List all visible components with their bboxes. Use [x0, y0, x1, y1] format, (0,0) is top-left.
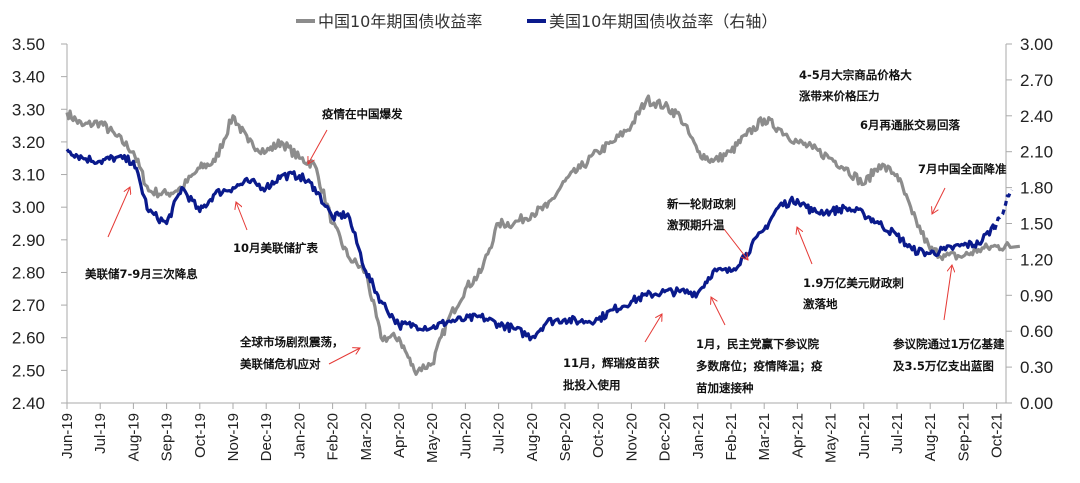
annotation: 11月，辉瑞疫苗获 — [563, 356, 660, 370]
x-tick-label: Nov-20 — [623, 413, 640, 461]
x-tick-label: Oct-19 — [192, 413, 209, 458]
right-tick-label: 2.40 — [1020, 107, 1053, 126]
series-line-china — [65, 94, 1021, 376]
right-tick-label: 0.90 — [1020, 286, 1053, 305]
legend-label-us: 美国10年期国债收益率（右轴） — [549, 12, 777, 31]
left-tick-label: 3.40 — [12, 68, 45, 87]
x-tick-label: Sep-20 — [557, 413, 574, 461]
annotation: 10月美联储扩表 — [233, 241, 319, 255]
annotations: 美联储7-9月三次降息 10月美联储扩表 疫情在中国爆发 全球市场剧烈震荡， 美… — [85, 68, 1007, 395]
annotation: 7月中国全面降准 — [918, 162, 1007, 176]
right-tick-label: 1.50 — [1020, 215, 1053, 234]
x-tick-label: Sep-21 — [955, 413, 972, 461]
left-tick-label: 3.50 — [12, 35, 45, 54]
annotation: 苗加速接种 — [696, 381, 754, 395]
legend-label-china: 中国10年期国债收益率 — [318, 12, 482, 31]
annotation: 疫情在中国爆发 — [322, 107, 403, 121]
x-tick-label: Oct-20 — [590, 413, 607, 458]
left-tick-label: 3.30 — [12, 100, 45, 119]
right-tick-label: 0.60 — [1020, 322, 1053, 341]
left-tick-label: 3.20 — [12, 133, 45, 152]
right-tick-label: 2.10 — [1020, 143, 1053, 162]
x-tick-label: Mar-21 — [756, 413, 773, 461]
x-tick-label: Jul-19 — [92, 413, 109, 454]
annotation: 批投入使用 — [563, 378, 621, 392]
right-tick-label: 1.20 — [1020, 250, 1053, 269]
annotation: 涨带来价格压力 — [799, 89, 880, 103]
annotation-arrow — [644, 314, 662, 343]
x-tick-label: May-20 — [424, 413, 441, 463]
x-tick-label: Jul-20 — [491, 413, 508, 454]
x-tick-label: Feb-20 — [325, 413, 342, 461]
x-tick-label: Jun-19 — [59, 413, 76, 459]
x-tick-label: Aug-20 — [524, 413, 541, 461]
left-tick-label: 2.40 — [12, 394, 45, 413]
annotation: 全球市场剧烈震荡， — [239, 335, 344, 349]
annotation-arrow — [943, 265, 952, 321]
x-tick-label: Aug-21 — [922, 413, 939, 461]
x-tick-label: Dec-20 — [657, 413, 674, 461]
right-tick-label: 2.70 — [1020, 71, 1053, 90]
annotation-arrows — [107, 129, 952, 365]
left-tick-label: 2.60 — [12, 329, 45, 348]
right-tick-label: 0.30 — [1020, 358, 1053, 377]
left-tick-label: 2.50 — [12, 361, 45, 380]
left-tick-label: 2.80 — [12, 263, 45, 282]
left-tick-label: 3.00 — [12, 198, 45, 217]
annotation-arrow — [308, 129, 328, 164]
annotation: 新一轮财政刺 — [667, 197, 736, 211]
annotation: 激预期升温 — [667, 218, 725, 232]
annotation-arrow — [236, 202, 248, 231]
legend: 中国10年期国债收益率 美国10年期国债收益率（右轴） — [296, 12, 777, 31]
x-tick-label: Nov-19 — [225, 413, 242, 461]
series-line-us-dashed — [993, 189, 1014, 231]
annotation: 1月，民主党赢下参议院 — [696, 337, 820, 351]
annotation-arrow — [932, 187, 946, 214]
x-tick-label: Jul-21 — [889, 413, 906, 454]
axes: 3.50 3.40 3.30 3.20 3.10 3.00 2.90 2.80 2.70 2.60… — [12, 35, 1053, 463]
annotation: 4-5月大宗商品价格大 — [799, 68, 912, 82]
annotation: 6月再通胀交易回落 — [860, 118, 961, 132]
annotation-arrow — [723, 228, 748, 260]
series-lines — [65, 94, 1021, 376]
x-tick-label: Apr-21 — [789, 413, 806, 458]
x-tick-label: Feb-21 — [723, 413, 740, 461]
x-tick-label: Mar-20 — [358, 413, 375, 461]
right-tick-label: 1.80 — [1020, 179, 1053, 198]
left-tick-label: 2.90 — [12, 231, 45, 250]
annotation-arrow — [797, 227, 813, 265]
annotation: 及3.5万亿支出蓝图 — [893, 359, 994, 373]
annotation-arrow — [328, 348, 360, 365]
x-tick-label: May-21 — [823, 413, 840, 463]
x-tick-label: Sep-19 — [159, 413, 176, 461]
x-tick-label: Jan-20 — [291, 413, 308, 459]
x-tick-label: Jun-21 — [856, 413, 873, 459]
annotation-arrow — [107, 187, 130, 238]
x-tick-label: Jun-20 — [457, 413, 474, 459]
right-tick-label: 0.00 — [1020, 394, 1053, 413]
x-tick-label: Oct-21 — [989, 413, 1006, 458]
annotation: 参议院通过1万亿基建 — [892, 337, 1005, 351]
left-tick-label: 3.10 — [12, 166, 45, 185]
left-tick-label: 2.70 — [12, 296, 45, 315]
annotation: 美联储危机应对 — [240, 357, 321, 371]
x-tick-label: Dec-19 — [258, 413, 275, 461]
series-line-us — [65, 148, 997, 342]
annotation: 多数席位；疫情降温；疫 — [696, 359, 823, 373]
x-tick-label: Jan-21 — [690, 413, 707, 459]
x-tick-label: Apr-20 — [391, 413, 408, 458]
annotation: 激落地 — [803, 297, 838, 311]
annotation: 美联储7-9月三次降息 — [85, 267, 198, 281]
annotation-arrow — [711, 297, 726, 326]
annotation: 1.9万亿美元财政刺 — [803, 276, 904, 290]
right-tick-label: 3.00 — [1020, 35, 1053, 54]
x-tick-label: Aug-19 — [125, 413, 142, 461]
